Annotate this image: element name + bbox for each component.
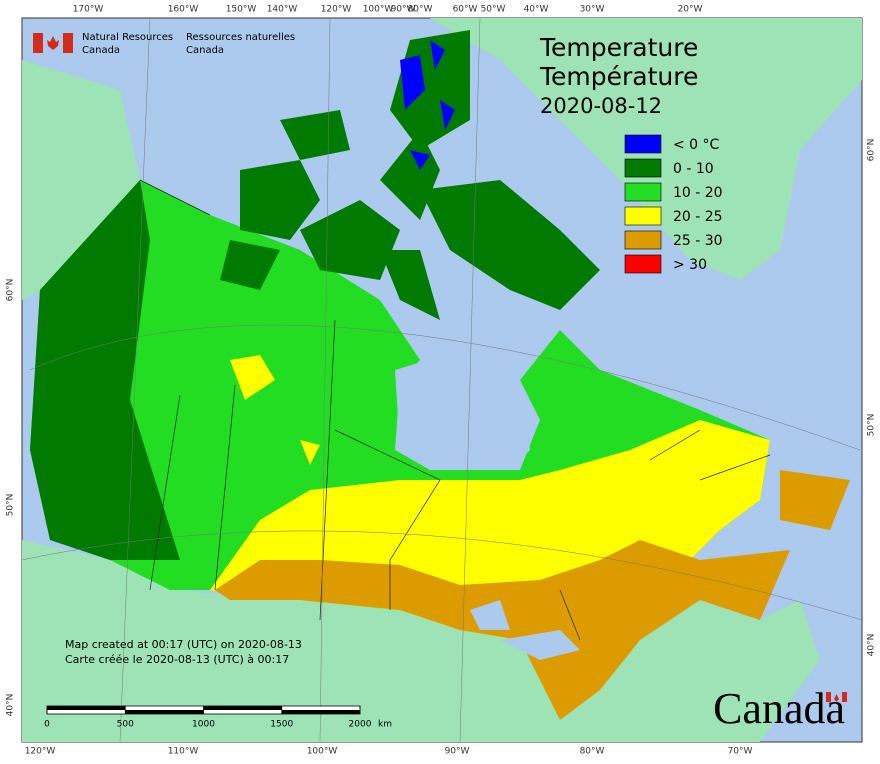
longitude-label: 60°W xyxy=(453,5,478,15)
scale-label: 1000 xyxy=(192,720,215,730)
latitude-label: 50°N xyxy=(867,414,877,437)
longitude-label: 100°W xyxy=(307,747,338,757)
scale-label: 0 xyxy=(44,720,50,730)
legend-swatch xyxy=(624,134,662,154)
flag xyxy=(834,694,839,702)
scale-unit: km xyxy=(378,720,392,730)
longitude-label: 160°W xyxy=(168,5,199,15)
flag xyxy=(33,33,43,53)
footer: Carte créée le 2020-08-13 (UTC) à 00:17 xyxy=(65,653,289,666)
usa xyxy=(22,540,820,742)
longitude-label: 80°W xyxy=(408,5,433,15)
latitude-label: 60°N xyxy=(867,139,877,162)
legend-swatch xyxy=(624,182,662,202)
legend-label: 0 - 10 xyxy=(673,161,714,177)
agency: Natural Resources xyxy=(82,32,173,43)
zone xyxy=(30,180,180,560)
longitude-label: 140°W xyxy=(267,5,298,15)
zone xyxy=(215,470,850,720)
legend-label: 10 - 20 xyxy=(673,185,723,201)
scale-label: 2000 xyxy=(349,720,372,730)
legend-swatch xyxy=(624,230,662,250)
scale-segment xyxy=(47,706,126,710)
scale-label: 500 xyxy=(117,720,134,730)
latitude-label: 50°N xyxy=(6,494,16,517)
longitude-label: 50°W xyxy=(481,5,506,15)
footer: Map created at 00:17 (UTC) on 2020-08-13 xyxy=(65,638,302,651)
legend-label: > 30 xyxy=(673,257,707,273)
legend-label: 25 - 30 xyxy=(673,233,723,249)
legend-swatch xyxy=(624,158,662,178)
longitude-label: 170°W xyxy=(73,5,104,15)
agency: Ressources naturelles xyxy=(186,32,295,43)
flag xyxy=(842,692,847,702)
scale-segment xyxy=(203,706,282,710)
scale-segment xyxy=(125,710,204,714)
scale-segment xyxy=(281,710,360,714)
longitude-label: 120°W xyxy=(25,747,56,757)
great-lakes xyxy=(470,600,580,660)
latitude-label: 40°N xyxy=(867,634,877,657)
agency: Canada xyxy=(82,45,120,56)
longitude-label: 90°W xyxy=(391,5,416,15)
agency: Canada xyxy=(186,45,224,56)
date: 2020-08-12 xyxy=(540,94,662,118)
latitude-label: 60°N xyxy=(6,279,16,302)
hudson-bay xyxy=(395,350,530,470)
longitude-label: 70°W xyxy=(728,747,753,757)
scale-label: 1500 xyxy=(270,720,293,730)
longitude-label: 100°W xyxy=(363,5,394,15)
wordmark: Canada xyxy=(713,684,845,733)
flag xyxy=(826,692,831,702)
longitude-label: 120°W xyxy=(321,5,352,15)
legend-label: 20 - 25 xyxy=(673,209,723,225)
title: Temperature xyxy=(539,33,698,62)
longitude-label: 20°W xyxy=(678,5,703,15)
latitude-label: 40°N xyxy=(6,694,16,717)
legend-label: < 0 °C xyxy=(673,137,720,153)
zone xyxy=(400,40,455,170)
iceland xyxy=(800,25,840,75)
longitude-label: 150°W xyxy=(226,5,257,15)
zone xyxy=(220,30,600,320)
longitude-label: 40°W xyxy=(524,5,549,15)
longitude-label: 90°W xyxy=(445,747,470,757)
longitude-label: 80°W xyxy=(580,747,605,757)
boundary xyxy=(139,179,771,641)
flag xyxy=(63,33,73,53)
longitude-label: 110°W xyxy=(168,747,199,757)
legend-swatch xyxy=(624,254,662,274)
flag xyxy=(47,36,59,50)
title: Température xyxy=(539,62,698,91)
graticule-line xyxy=(21,17,863,743)
legend-swatch xyxy=(624,206,662,226)
alaska xyxy=(22,60,140,300)
longitude-label: 30°W xyxy=(580,5,605,15)
